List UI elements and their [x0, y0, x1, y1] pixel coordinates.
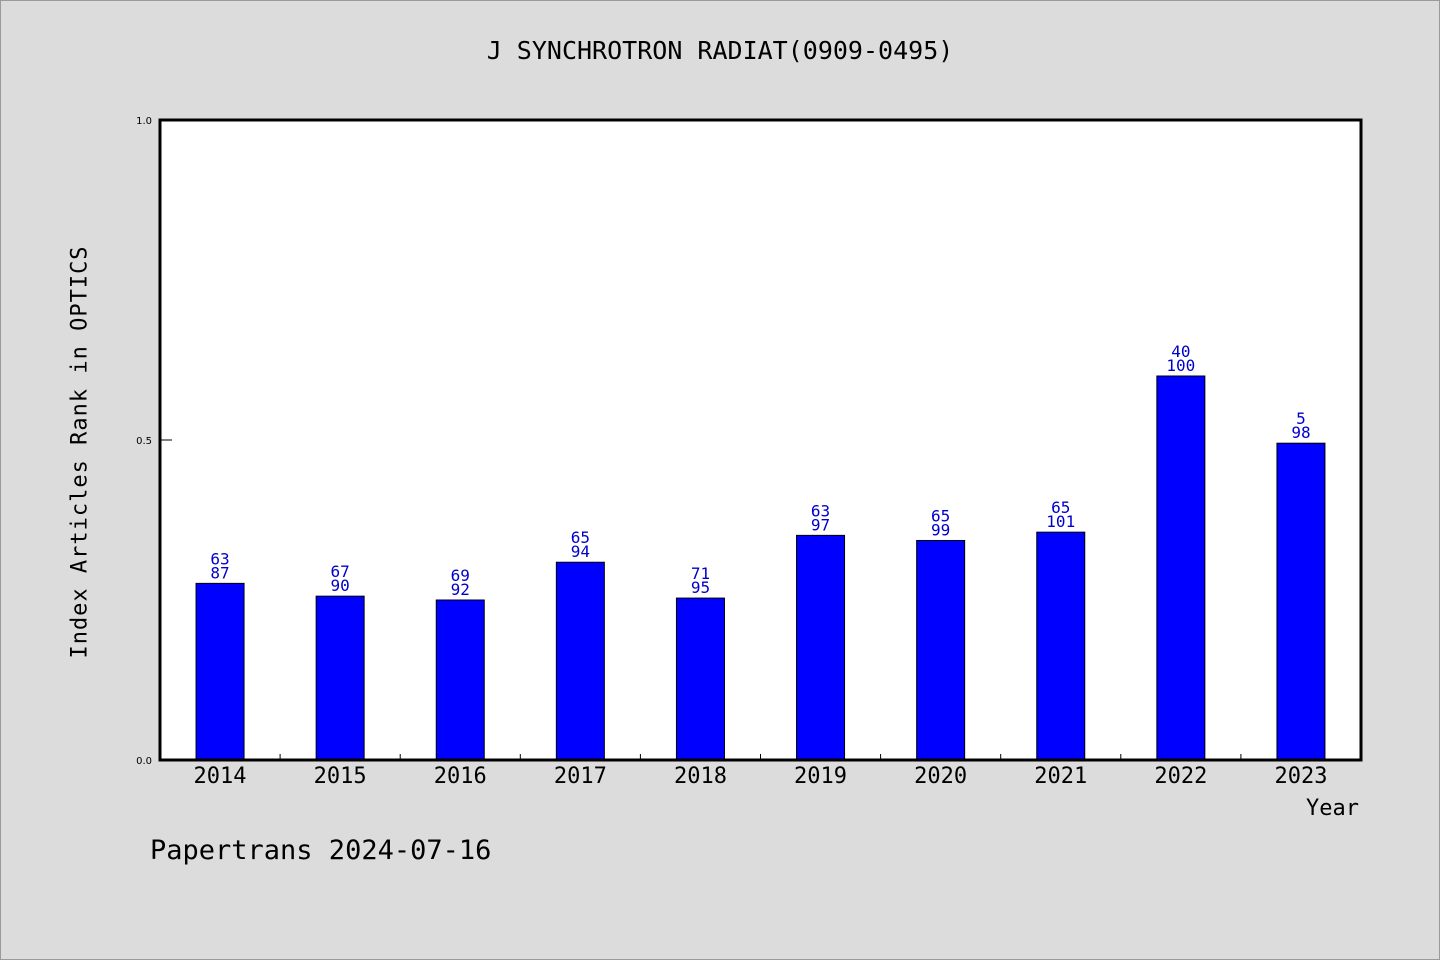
bar-2021 — [1036, 531, 1086, 761]
x-tick-label-2017: 2017 — [554, 764, 607, 789]
bar-label-top-2023: 5 — [1296, 409, 1306, 428]
bar-label-bottom-2021: 101 — [1046, 512, 1075, 531]
y-tick-label: 1.0 — [136, 116, 152, 127]
x-tick-label-2023: 2023 — [1274, 764, 1327, 789]
x-tick-label-2016: 2016 — [434, 764, 487, 789]
bar-2023 — [1276, 442, 1326, 761]
x-axis-label: Year — [1306, 796, 1359, 821]
y-tick-label: 0.0 — [136, 756, 152, 767]
bar-2016 — [435, 599, 485, 761]
x-tick-label-2019: 2019 — [794, 764, 847, 789]
bar-label-bottom-2016: 92 — [451, 580, 470, 599]
bar-label-bottom-2014: 87 — [210, 563, 229, 582]
chart-title: J SYNCHROTRON RADIAT(0909-0495) — [486, 36, 954, 65]
bar-label-bottom-2023: 98 — [1291, 423, 1310, 442]
footer-credit: Papertrans 2024-07-16 — [150, 835, 492, 866]
bar-2018 — [675, 597, 725, 761]
x-tick-label-2015: 2015 — [314, 764, 367, 789]
bar-label-bottom-2015: 90 — [331, 576, 350, 595]
bar-2022 — [1156, 375, 1206, 761]
x-tick-label-2020: 2020 — [914, 764, 967, 789]
bar-label-top-2018: 71 — [691, 564, 710, 583]
bar-label-bottom-2018: 95 — [691, 578, 710, 597]
bar-2015 — [315, 595, 365, 761]
bar-label-top-2019: 63 — [811, 501, 830, 520]
x-tick-label-2018: 2018 — [674, 764, 727, 789]
x-tick-label-2014: 2014 — [194, 764, 247, 789]
bar-label-top-2016: 69 — [451, 566, 470, 585]
y-tick-label: 0.5 — [136, 436, 152, 447]
plot-border — [158, 118, 1363, 762]
bar-label-bottom-2022: 100 — [1166, 356, 1195, 375]
bar-2017 — [555, 561, 605, 761]
bar-2014 — [195, 582, 245, 761]
bar-label-bottom-2019: 97 — [811, 515, 830, 534]
bar-label-top-2021: 65 — [1051, 498, 1070, 517]
bar-label-top-2015: 67 — [331, 562, 350, 581]
bar-2019 — [796, 534, 846, 761]
x-tick-label-2021: 2021 — [1034, 764, 1087, 789]
bar-label-top-2022: 40 — [1171, 342, 1190, 361]
bar-label-top-2020: 65 — [931, 506, 950, 525]
bar-label-bottom-2020: 99 — [931, 520, 950, 539]
bar-label-top-2014: 63 — [210, 549, 229, 568]
bar-label-top-2017: 65 — [571, 528, 590, 547]
bar-label-bottom-2017: 94 — [571, 542, 590, 561]
bar-2020 — [916, 539, 966, 761]
x-tick-label-2022: 2022 — [1154, 764, 1207, 789]
